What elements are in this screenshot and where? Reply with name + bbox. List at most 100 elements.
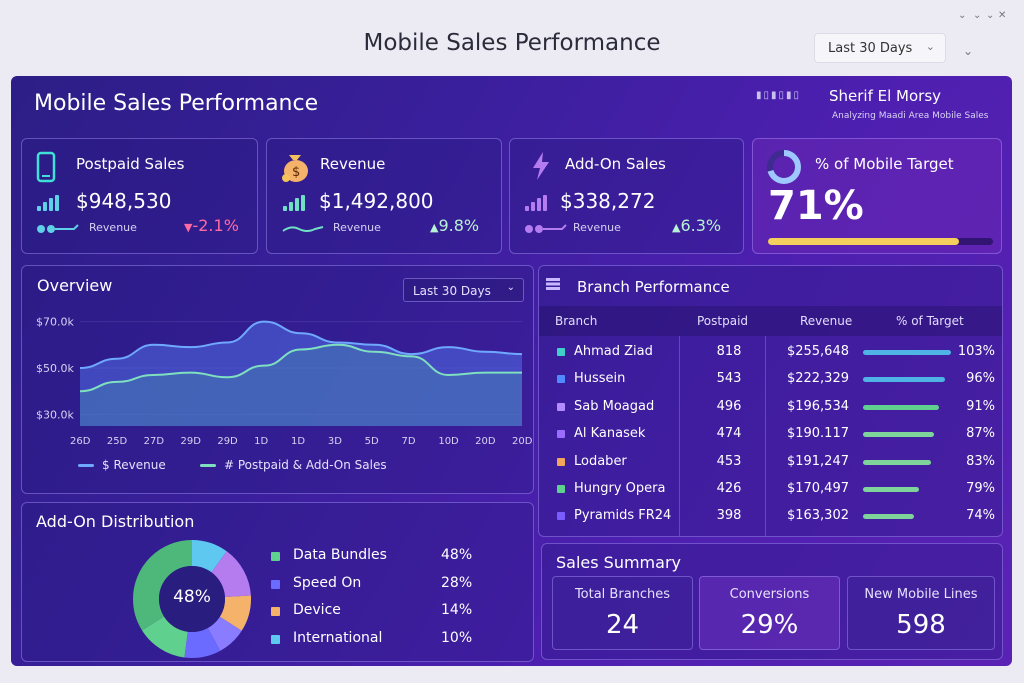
table-row[interactable]: Lodaber 453 $191,247 83% [539, 451, 1004, 478]
list-item[interactable]: Speed On 28% [271, 575, 491, 595]
branch-name: Sab Moagad [574, 398, 655, 414]
donut-center-label: 48% [173, 587, 211, 607]
distribution-value: 14% [441, 602, 473, 618]
donut-slice[interactable] [133, 540, 251, 658]
kpi-value: $338,272 [560, 189, 656, 213]
period-select[interactable]: Last 30 Days ⌄ [814, 33, 946, 63]
logo-icon: ▮▯▮▯▮▯ [756, 90, 802, 101]
x-tick-label: 1D [291, 436, 305, 446]
target-progress-fill [768, 238, 960, 245]
x-tick-label: 20D [475, 436, 496, 446]
branch-title: Branch Performance [577, 278, 730, 296]
list-item[interactable]: Device 14% [271, 602, 491, 622]
legend-sales[interactable]: # Postpaid & Add-On Sales [200, 458, 387, 472]
col-branch[interactable]: Branch [555, 314, 598, 328]
donut-slice[interactable] [133, 540, 251, 658]
bar-chart-icon [525, 195, 549, 211]
kpi-card-addon[interactable]: Add-On Sales $338,272 Revenue ▲6.3% [509, 138, 744, 254]
col-target[interactable]: % of Target [896, 314, 964, 328]
branch-target-bar [863, 350, 951, 355]
collapse-icon[interactable]: ⌄ [973, 10, 982, 21]
list-item[interactable]: Data Bundles 48% [271, 547, 491, 567]
branch-postpaid: 543 [716, 371, 742, 387]
arrow-up-icon: ▲ [672, 221, 681, 234]
kpi-delta: ▲6.3% [672, 216, 722, 235]
summary-card-new-lines[interactable]: New Mobile Lines 598 [847, 576, 995, 650]
legend-swatch [271, 552, 280, 561]
legend-revenue[interactable]: $ Revenue [78, 458, 166, 472]
branch-color-dot [557, 485, 565, 493]
branch-target-pct: 103% [957, 344, 995, 359]
table-row[interactable]: Sab Moagad 496 $196,534 91% [539, 396, 1004, 423]
branch-target-bar [863, 377, 945, 383]
x-tick-label: 27D [144, 436, 165, 446]
kpi-title: Add-On Sales [565, 155, 666, 173]
list-item[interactable]: International 10% [271, 630, 491, 650]
kpi-card-target[interactable]: % of Mobile Target 71% [752, 138, 1002, 254]
table-row[interactable]: Hungry Opera 426 $170,497 79% [539, 478, 1004, 505]
legend-swatch [271, 579, 280, 589]
arrow-down-icon: ▼ [184, 221, 193, 234]
branch-postpaid: 496 [716, 398, 742, 414]
branch-target-pct: 79% [966, 481, 995, 496]
branch-color-dot [557, 375, 565, 384]
x-tick-label: 1D [254, 436, 268, 446]
column-divider [679, 336, 680, 536]
svg-text:$: $ [292, 165, 300, 180]
branch-revenue: $255,648 [786, 344, 849, 359]
branch-target-bar [863, 514, 914, 520]
branch-target-pct: 96% [966, 371, 995, 387]
target-value: 71% [768, 183, 864, 229]
dashboard-title: Mobile Sales Performance [34, 91, 319, 116]
y-tick-label: $50.0k [36, 362, 74, 375]
kpi-delta: ▲9.8% [430, 216, 480, 235]
kpi-card-revenue[interactable]: $ Revenue $1,492,800 Revenue ▲9.8% [266, 138, 502, 254]
window-header: Mobile Sales Performance Last 30 Days ⌄ … [0, 0, 1024, 76]
legend-swatch [78, 464, 94, 467]
lightning-icon [533, 152, 549, 180]
branch-revenue: $170,497 [786, 481, 849, 496]
y-tick-label: $30.0k [36, 408, 74, 421]
table-row[interactable]: Hussein 543 $222,329 96% [539, 368, 1004, 395]
summary-value: 598 [896, 610, 946, 640]
branch-target-pct: 87% [966, 426, 995, 442]
x-tick-label: 29D [217, 436, 238, 446]
overview-title: Overview [37, 276, 113, 295]
branch-revenue: $196,534 [786, 398, 849, 414]
col-postpaid[interactable]: Postpaid [697, 314, 749, 328]
collapse-icon[interactable]: ⌄ [986, 10, 995, 21]
col-revenue[interactable]: Revenue [800, 314, 853, 328]
overview-period-value: Last 30 Days [413, 284, 491, 298]
kpi-sublabel: Revenue [573, 221, 621, 234]
series-line [79, 320, 523, 369]
donut-slice[interactable] [133, 540, 251, 658]
collapse-icon[interactable]: ⌄ [958, 10, 967, 21]
close-icon[interactable]: ✕ [998, 10, 1007, 21]
branch-target-pct: 74% [966, 508, 995, 524]
x-tick-label: 26D [70, 436, 91, 446]
summary-card-branches[interactable]: Total Branches 24 [552, 576, 693, 650]
author-subtitle: Analyzing Maadi Area Mobile Sales [832, 111, 989, 121]
table-row[interactable]: Pyramids FR24 398 $163,302 74% [539, 505, 1004, 532]
branch-color-dot [557, 402, 565, 411]
kpi-delta: ▼-2.1% [184, 216, 239, 235]
summary-label: Total Branches [574, 587, 671, 602]
overview-panel: Overview Last 30 Days ⌄ $70.0k $50.0k $30.… [21, 265, 534, 494]
table-row[interactable]: Ahmad Ziad 818 $255,648 103% [539, 341, 1004, 368]
author-name: Sherif El Morsy [829, 87, 942, 105]
table-row[interactable]: Al Kanasek 474 $190.117 87% [539, 423, 1004, 450]
trend-icon [282, 226, 324, 232]
branch-revenue: $190.117 [786, 426, 849, 442]
branch-color-dot [557, 457, 565, 466]
money-bag-icon: $ [282, 155, 308, 182]
x-tick-label: 3D [328, 436, 342, 446]
kpi-card-postpaid[interactable]: Postpaid Sales $948,530 Revenue ▼-2.1% [21, 138, 258, 254]
expand-icon[interactable]: ⌄ [963, 44, 974, 58]
summary-card-conversions[interactable]: Conversions 29% [699, 576, 840, 650]
sales-summary-panel: Sales Summary Total Branches 24 Conversi… [541, 543, 1003, 660]
branch-name: Hungry Opera [574, 481, 666, 496]
trend-icon [525, 224, 567, 233]
overview-period-select[interactable]: Last 30 Days ⌄ [403, 278, 524, 302]
chevron-down-icon: ⌄ [925, 40, 935, 53]
table-icon [546, 278, 560, 290]
